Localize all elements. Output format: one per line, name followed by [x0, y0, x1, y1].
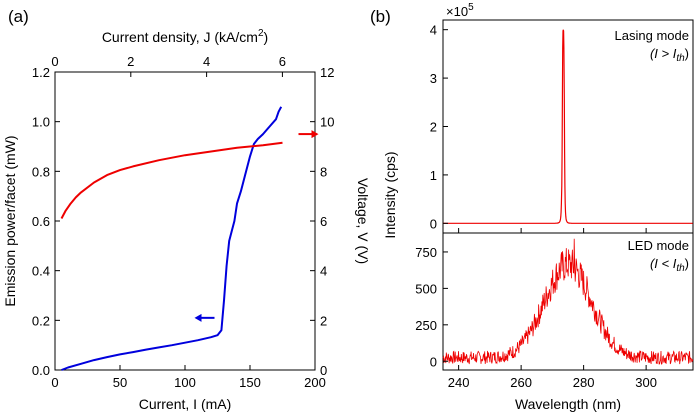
chart-b-multiplier-base: ×10 [446, 4, 468, 19]
chart-a-y-tick-label: 1.2 [32, 65, 50, 80]
chart-a-x-tick-label: 200 [304, 375, 326, 390]
chart-b-top-y-tick-label: 4 [430, 23, 437, 38]
chart-a-y2-label: Voltage, V (V) [355, 178, 371, 264]
chart-a-series [60, 106, 319, 371]
led-mode-condition-end: ) [685, 256, 689, 271]
chart-b-x-tick-label: 260 [510, 375, 532, 390]
chart-a-y-tick-label: 0.6 [32, 214, 50, 229]
led-spectrum [442, 238, 694, 365]
chart-a-y2-tick-label: 8 [320, 164, 327, 179]
chart-a-x2-label: Current density, J (kA/cm2) [102, 28, 268, 45]
chart-b-series [442, 29, 694, 365]
power-curve [61, 106, 283, 371]
chart-a-x2-label-exp: 2 [258, 28, 264, 39]
lasing-mode-condition: (I > Ith) [650, 46, 689, 64]
voltage-axis-arrowhead [311, 130, 319, 139]
chart-a-x2-label-main: Current density, J (kA/cm [102, 29, 258, 45]
chart-b-y-label: Intensity (cps) [382, 151, 398, 238]
chart-a-x2-tick-label: 6 [279, 54, 286, 69]
chart-a-y-tick-label: 1.0 [32, 115, 50, 130]
lasing-spectrum [443, 29, 693, 224]
lasing-mode-condition-end: ) [685, 46, 689, 61]
chart-b-bottom-y-tick-label: 250 [415, 318, 437, 333]
chart-b-top-y-tick-label: 0 [430, 216, 437, 231]
chart-a-y-tick-label: 0.2 [32, 313, 50, 328]
chart-b-x-tick-label: 240 [448, 375, 470, 390]
lasing-mode-condition-main: (I > I [650, 46, 677, 61]
lasing-mode-condition-sub: th [676, 53, 685, 64]
chart-b-multiplier: ×105 [446, 2, 474, 19]
chart-a-x2-tick-label: 2 [127, 54, 134, 69]
chart-a-y-tick-label: 0.4 [32, 264, 50, 279]
chart-b-top-y-tick-label: 1 [430, 168, 437, 183]
chart-b-x-label: Wavelength (nm) [515, 396, 621, 412]
chart-a-x-tick-label: 100 [174, 375, 196, 390]
chart-a-y2-tick-label: 0 [320, 363, 327, 378]
chart-b-bottom-y-tick-label: 750 [415, 245, 437, 260]
lasing-mode-title: Lasing mode [615, 28, 689, 43]
led-mode-condition-main: (I < I [650, 256, 677, 271]
chart-a-y2-tick-label: 6 [320, 214, 327, 229]
chart-b-x-tick-label: 280 [573, 375, 595, 390]
chart-b-multiplier-exp: 5 [468, 2, 474, 13]
chart-a-x2-label-end: ) [264, 29, 269, 45]
chart-a-y-tick-label: 0.0 [32, 363, 50, 378]
led-mode-title: LED mode [628, 238, 689, 253]
chart-b-bottom-y-tick-label: 0 [430, 354, 437, 369]
chart-a-y2-tick-label: 10 [320, 115, 334, 130]
chart-b-bottom-y-tick-label: 500 [415, 281, 437, 296]
chart-a-x-tick-label: 50 [113, 375, 127, 390]
chart-a-x-label: Current, I (mA) [139, 396, 232, 412]
led-mode-condition: (I < Ith) [650, 256, 689, 274]
chart-a-x2-tick-label: 4 [203, 54, 210, 69]
panel-a-label: (a) [8, 7, 29, 26]
led-mode-condition-sub: th [676, 263, 685, 274]
chart-a-y-label: Emission power/facet (mW) [2, 135, 18, 306]
chart-b-top-y-tick-label: 2 [430, 120, 437, 135]
chart-a-y2-tick-label: 4 [320, 264, 327, 279]
chart-a-x2-tick-label: 0 [51, 54, 58, 69]
chart-a-y2-tick-label: 2 [320, 313, 327, 328]
panel-b-label: (b) [370, 7, 391, 26]
chart-a-x-tick-label: 0 [51, 375, 58, 390]
chart-a-y-tick-label: 0.8 [32, 164, 50, 179]
chart-b-x-tick-label: 300 [635, 375, 657, 390]
voltage-curve [60, 141, 283, 219]
chart-a-x-tick-label: 150 [239, 375, 261, 390]
chart-b-ticks: 240 260 280 300 0 1 2 3 4 0 250 500 750 [415, 23, 657, 390]
power-axis-arrowhead [194, 313, 202, 322]
chart-b-top-y-tick-label: 3 [430, 71, 437, 86]
chart-b: (b) 240 260 280 300 0 1 2 3 4 0 250 500 750 ×105 Las… [370, 2, 694, 412]
chart-a-y2-tick-label: 12 [320, 65, 334, 80]
chart-b-bottom-frame [442, 232, 694, 371]
